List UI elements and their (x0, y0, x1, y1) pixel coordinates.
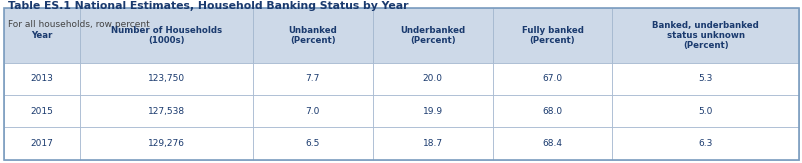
Bar (372, 63, 492, 95)
Text: 20.0: 20.0 (422, 74, 442, 83)
Text: 19.9: 19.9 (422, 107, 442, 116)
Bar (4, 95, 79, 127)
Text: Table ES.1 National Estimates, Household Banking Status by Year: Table ES.1 National Estimates, Household… (8, 1, 408, 11)
Text: 5.0: 5.0 (698, 107, 712, 116)
Text: 68.0: 68.0 (542, 107, 562, 116)
Bar (612, 95, 798, 127)
Bar (372, 95, 492, 127)
Bar (4, 127, 79, 160)
Text: 129,276: 129,276 (148, 139, 184, 148)
Bar (253, 63, 372, 95)
Bar (253, 127, 372, 160)
Bar (492, 8, 612, 63)
Text: 2015: 2015 (30, 107, 53, 116)
Text: Underbanked
(Percent): Underbanked (Percent) (399, 26, 464, 45)
Text: Number of Households
(1000s): Number of Households (1000s) (111, 26, 221, 45)
Text: 68.4: 68.4 (542, 139, 561, 148)
Bar (372, 127, 492, 160)
Bar (4, 8, 79, 63)
Bar (79, 63, 253, 95)
Bar (79, 127, 253, 160)
Text: Unbanked
(Percent): Unbanked (Percent) (288, 26, 337, 45)
Text: Fully banked
(Percent): Fully banked (Percent) (521, 26, 583, 45)
Text: 2017: 2017 (30, 139, 53, 148)
Text: 123,750: 123,750 (148, 74, 184, 83)
Text: 6.5: 6.5 (305, 139, 319, 148)
Bar (492, 127, 612, 160)
Bar (253, 8, 372, 63)
Bar (612, 8, 798, 63)
Bar (612, 63, 798, 95)
Text: 5.3: 5.3 (698, 74, 712, 83)
Text: 6.3: 6.3 (698, 139, 712, 148)
Bar (612, 127, 798, 160)
Bar (79, 8, 253, 63)
Bar (492, 95, 612, 127)
Text: Year: Year (31, 31, 52, 40)
Text: For all households, row percent: For all households, row percent (8, 20, 150, 29)
Bar (4, 63, 79, 95)
Bar (492, 63, 612, 95)
Text: 18.7: 18.7 (422, 139, 442, 148)
Text: Banked, underbanked
status unknown
(Percent): Banked, underbanked status unknown (Perc… (651, 21, 758, 50)
Bar (253, 95, 372, 127)
Text: 67.0: 67.0 (542, 74, 562, 83)
Bar (372, 8, 492, 63)
Text: 7.7: 7.7 (305, 74, 319, 83)
Text: 7.0: 7.0 (305, 107, 319, 116)
Text: 2013: 2013 (30, 74, 53, 83)
Bar (79, 95, 253, 127)
Text: 127,538: 127,538 (148, 107, 184, 116)
